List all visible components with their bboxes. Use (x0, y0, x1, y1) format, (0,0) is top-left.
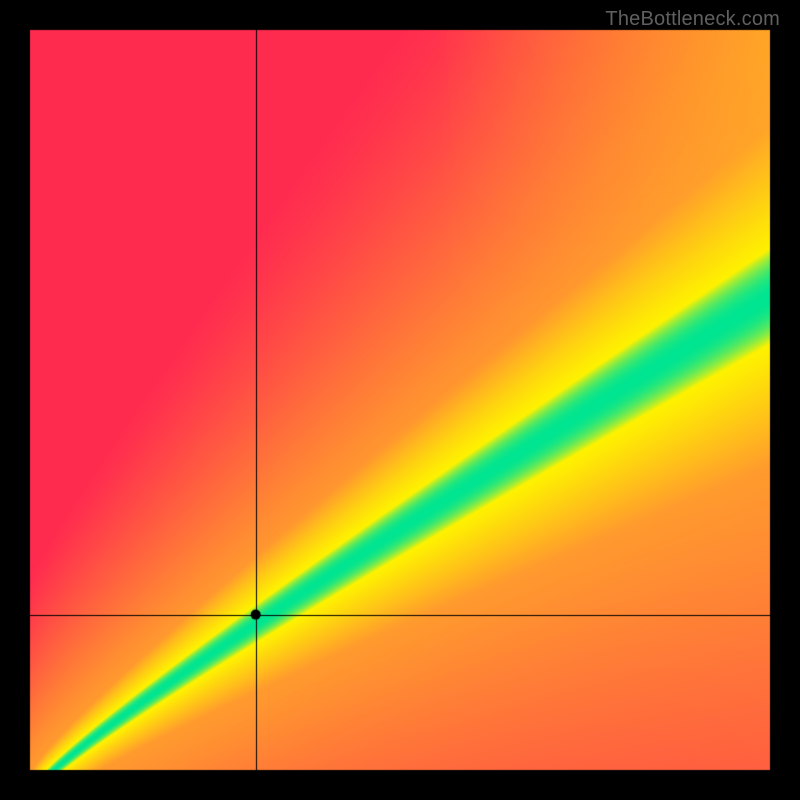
chart-container: TheBottleneck.com (0, 0, 800, 800)
bottleneck-heatmap (0, 0, 800, 800)
watermark-text: TheBottleneck.com (605, 8, 780, 31)
